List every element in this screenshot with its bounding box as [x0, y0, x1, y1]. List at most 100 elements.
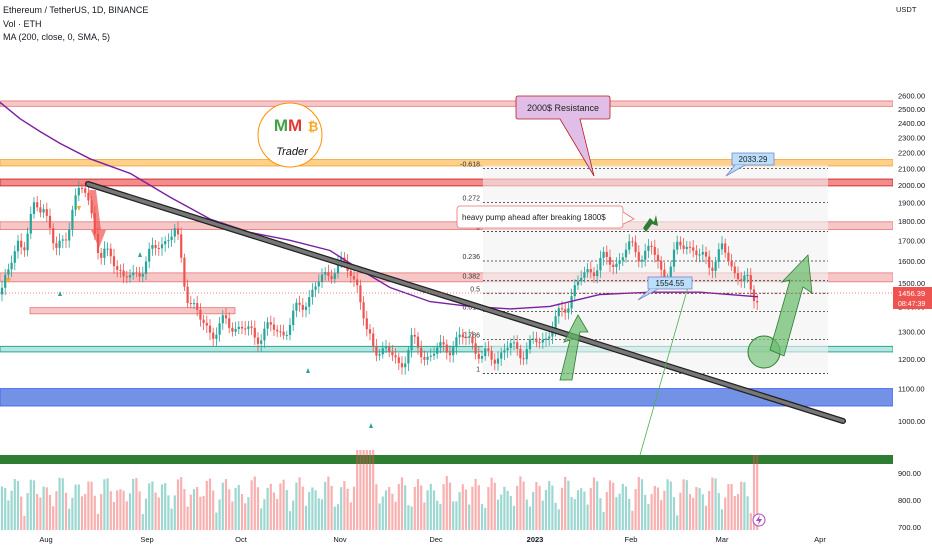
price-tick-label: 1200.00 [898, 355, 925, 364]
volume-bar [554, 502, 557, 530]
fib-label: 0.618 [462, 304, 480, 311]
candle-body [314, 286, 317, 290]
candle-body [61, 239, 64, 241]
candle-body [64, 239, 68, 241]
volume-bar [548, 480, 551, 530]
candle-body [80, 187, 84, 189]
candle-body [141, 273, 144, 277]
volume-bar [391, 493, 394, 530]
candle-body [538, 342, 541, 344]
candle-body [87, 192, 90, 201]
volume-bar [448, 482, 452, 530]
candle-body [519, 349, 522, 359]
price-tick-label: 1100.00 [898, 385, 925, 394]
volume-bar [135, 478, 138, 530]
candle-body [634, 242, 637, 253]
last-price-label: 1456.39 [898, 289, 925, 298]
logo-bitcoin-icon: ₿ [308, 119, 319, 134]
volume-bar [244, 503, 247, 530]
volume-bar [640, 479, 644, 530]
candle-body [397, 357, 400, 364]
candle-body [55, 243, 58, 248]
candle-body [180, 234, 183, 258]
zone-1380 [29, 307, 236, 315]
candle-body [746, 275, 749, 277]
candle-body [484, 348, 487, 357]
volume-bar [295, 482, 298, 530]
candle-body [154, 244, 157, 248]
volume-bar [224, 479, 228, 530]
fib-label: 0.5 [470, 286, 480, 293]
candle-body [244, 328, 247, 330]
volume-bar [413, 486, 416, 530]
last-price-badge [893, 286, 932, 309]
candle-body [52, 228, 55, 244]
time-tick-label: 2023 [527, 535, 544, 544]
volume-bar [634, 489, 637, 530]
candle-body [516, 342, 519, 350]
volume-bar [589, 488, 592, 530]
candle-body [327, 272, 330, 276]
volume-bar [58, 477, 61, 530]
rocket-icon [643, 215, 658, 232]
candle-body [224, 315, 228, 319]
candle-body [23, 247, 26, 251]
signal-marker [138, 252, 142, 257]
volume-bar [512, 505, 516, 530]
price-tag-low [647, 276, 693, 290]
volume-bar [490, 477, 493, 530]
volume-bar [138, 491, 141, 530]
candle-body [442, 342, 445, 345]
volume-bar [688, 494, 692, 530]
price-tick-label: 1900.00 [898, 198, 925, 207]
candle-body [599, 257, 602, 271]
volume-bar [532, 491, 535, 530]
candle-body [77, 187, 80, 196]
volume-bar [45, 487, 48, 530]
price-tick-label: 2400.00 [898, 119, 925, 128]
logo-circle [257, 102, 323, 168]
volume-bar [615, 497, 618, 530]
lightning-icon [756, 515, 762, 525]
volume-group [0, 450, 759, 530]
volume-bar [516, 485, 519, 530]
price-axis-bg [893, 0, 932, 550]
candle-body [288, 325, 292, 336]
volume-bar [538, 485, 541, 530]
volume-bar [266, 487, 269, 530]
time-tick-label: Oct [235, 535, 248, 544]
candle-body [692, 247, 695, 251]
volume-bar [733, 496, 736, 530]
volume-bar [612, 482, 615, 530]
volume-bar [596, 481, 599, 530]
candle-body [701, 252, 704, 255]
volume-bar [752, 455, 756, 530]
volume-bar [455, 501, 458, 530]
candle-body [445, 344, 448, 353]
volume-bar [480, 503, 484, 530]
volume-bar [474, 478, 477, 530]
time-tick-label: Nov [333, 535, 347, 544]
time-tick-label: Aug [39, 535, 52, 544]
candle-body [452, 347, 455, 356]
candle-body [544, 338, 548, 340]
candle-body [202, 319, 205, 323]
volume-bar [740, 481, 743, 530]
candle-body [477, 353, 480, 359]
candle-body [436, 347, 439, 354]
ma-legend: MA (200, close, 0, SMA, 5) [3, 32, 111, 42]
volume-bar [180, 477, 183, 530]
volume-bar [407, 505, 410, 530]
volume-bar [359, 450, 362, 530]
volume-bar [708, 490, 711, 530]
volume-bar [320, 499, 324, 530]
volume-bar [656, 487, 660, 530]
candle-body [496, 358, 500, 364]
volume-bar [7, 500, 10, 530]
volume-bar [544, 489, 548, 530]
volume-bar [103, 479, 106, 530]
volume-bar [192, 489, 196, 530]
candle-body [730, 261, 733, 267]
